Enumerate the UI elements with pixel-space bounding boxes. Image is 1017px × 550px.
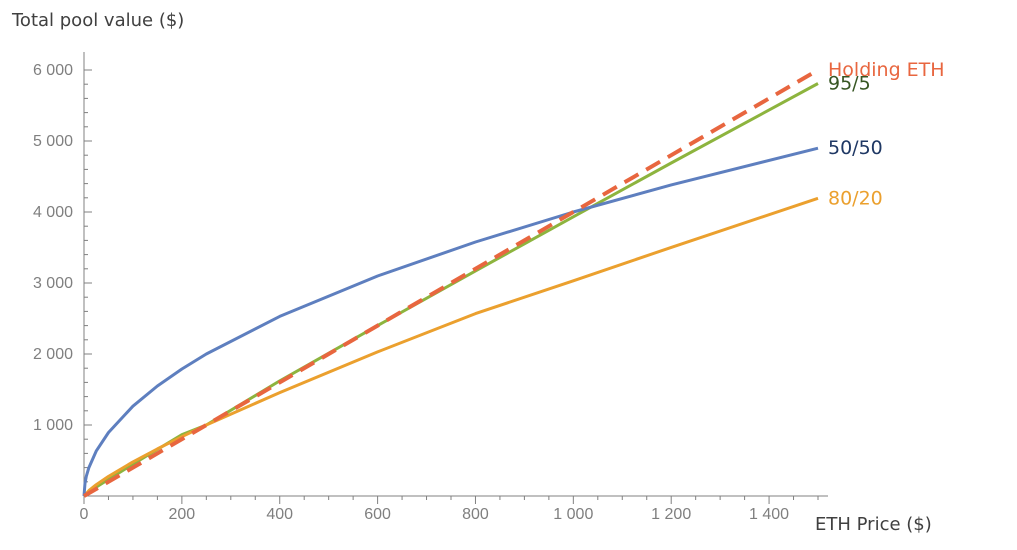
series-label-80-20: 80/20: [828, 187, 883, 209]
x-tick-label: 1 000: [553, 506, 593, 523]
x-tick-label: 1 200: [651, 506, 691, 523]
series-label-holding-eth: Holding ETH: [828, 59, 945, 81]
x-tick-label: 0: [80, 506, 89, 523]
y-tick-label: 3 000: [33, 275, 73, 292]
series-line-holding-eth: [82, 68, 820, 498]
series-line-80-20: [82, 196, 819, 498]
y-tick-label: 1 000: [33, 417, 73, 434]
x-axis-title: ETH Price ($): [815, 514, 932, 535]
series-label-95-5: 95/5: [828, 72, 871, 94]
y-tick-label: 4 000: [33, 204, 73, 221]
axes: 0 200 400 600 800 1 000 1 200 1 400 1 000 2 000 3 …: [33, 52, 828, 523]
x-tick-label: 1 400: [749, 506, 789, 523]
x-tick-label: 200: [169, 506, 196, 523]
y-axis-title: Total pool value ($): [11, 10, 184, 31]
series-label-50-50: 50/50: [828, 137, 883, 159]
series-line-50-50: [82, 146, 819, 497]
y-tick-label: 6 000: [33, 62, 73, 79]
x-tick-label: 600: [364, 506, 391, 523]
x-tick-label: 400: [266, 506, 293, 523]
series-lines: [82, 68, 820, 498]
y-tick-label: 2 000: [33, 346, 73, 363]
y-tick-label: 5 000: [33, 133, 73, 150]
x-tick-label: 800: [462, 506, 489, 523]
